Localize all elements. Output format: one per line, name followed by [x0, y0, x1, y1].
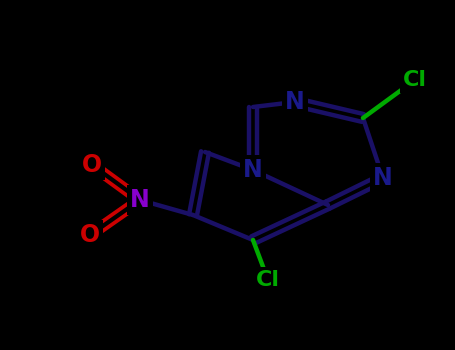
- Text: O: O: [80, 223, 100, 247]
- Text: N: N: [285, 90, 305, 114]
- Text: N: N: [130, 188, 150, 212]
- Text: Cl: Cl: [403, 70, 427, 90]
- Text: Cl: Cl: [256, 270, 280, 290]
- Text: N: N: [373, 166, 393, 190]
- Text: N: N: [243, 158, 263, 182]
- Text: O: O: [82, 153, 102, 177]
